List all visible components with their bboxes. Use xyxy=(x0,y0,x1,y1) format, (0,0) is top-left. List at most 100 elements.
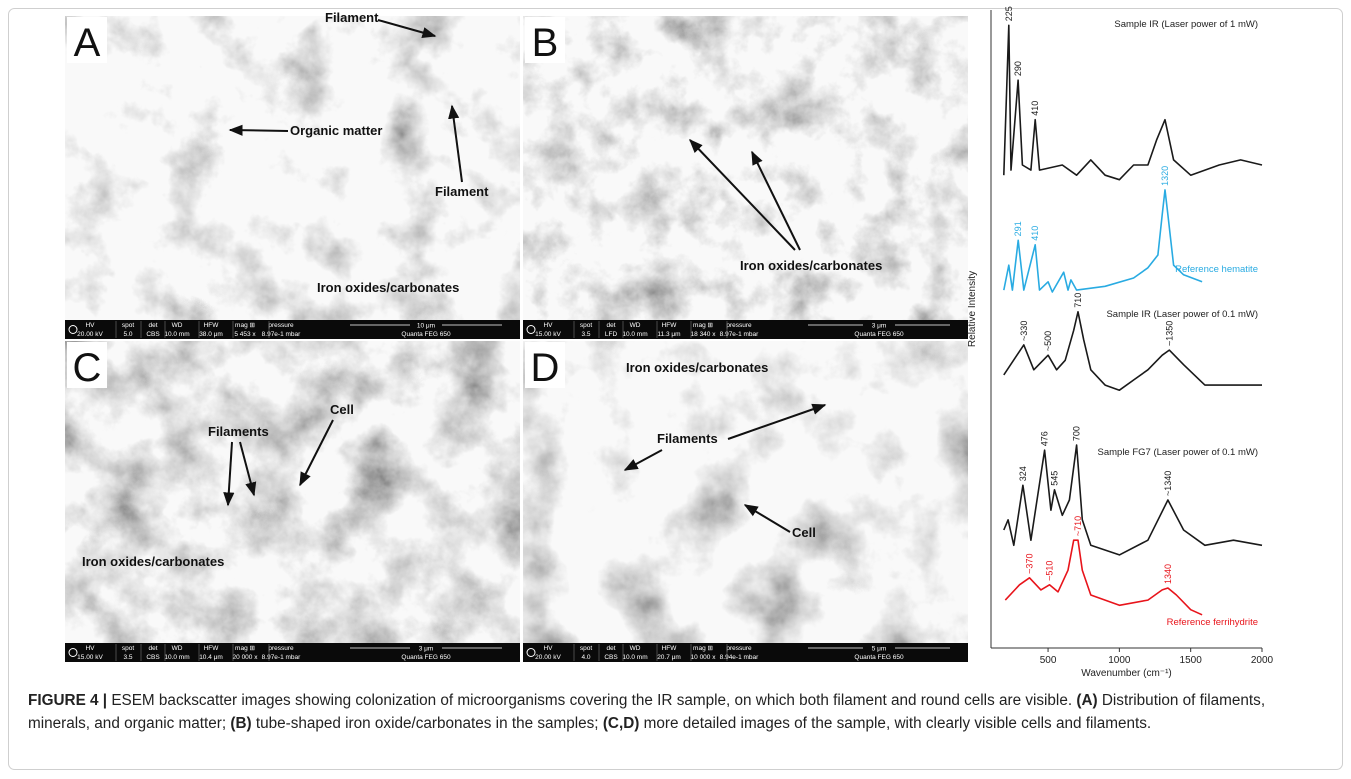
series-label: Reference hematite xyxy=(1175,264,1258,275)
scale-label: 3 μm xyxy=(872,323,887,330)
series-label: Sample IR (Laser power of 1 mW) xyxy=(1114,19,1258,30)
series-label: Reference ferrihydrite xyxy=(1167,617,1258,628)
info-value: 15.00 kV xyxy=(535,331,561,338)
info-value: 10.0 mm xyxy=(622,654,647,661)
info-value: 20.00 kV xyxy=(535,654,561,661)
info-value: 10.4 μm xyxy=(199,654,223,661)
info-value: CBS xyxy=(604,654,618,661)
caption-text: (C,D) xyxy=(603,715,640,732)
caption: FIGURE 4 | ESEM backscatter images showi… xyxy=(28,689,1328,735)
annotation: Iron oxides/carbonates xyxy=(317,280,459,295)
info-header: pressure xyxy=(268,322,294,329)
panel-letter: B xyxy=(532,21,559,65)
info-header: HFW xyxy=(662,645,678,652)
instrument: Quanta FEG 650 xyxy=(854,654,904,661)
info-value: CBS xyxy=(146,331,160,338)
annotation: Filament xyxy=(325,10,379,25)
info-header: HV xyxy=(85,645,95,652)
peak-label: ~510 xyxy=(1044,561,1054,581)
info-value: 3.5 xyxy=(581,331,590,338)
info-value: 18 340 x xyxy=(691,331,717,338)
info-value: 20 000 x xyxy=(233,654,259,661)
info-header: mag ⊞ xyxy=(693,645,713,652)
info-value: 4.0 xyxy=(581,654,590,661)
info-header: det xyxy=(606,322,615,329)
peak-label: 291 xyxy=(1013,221,1023,236)
peak-label: 1340 xyxy=(1163,564,1173,584)
page: AFilamentOrganic matterFilamentIron oxid… xyxy=(0,0,1351,779)
info-value: 3.5 xyxy=(123,654,132,661)
peak-label: 225 xyxy=(1004,6,1014,21)
sem-image xyxy=(65,341,520,643)
caption-text: ESEM backscatter images showing coloniza… xyxy=(107,692,1076,709)
annotation: Filaments xyxy=(208,424,269,439)
info-header: WD xyxy=(630,322,641,329)
x-tick-label: 1000 xyxy=(1108,655,1131,666)
annotation: Cell xyxy=(792,525,816,540)
info-header: pressure xyxy=(726,322,752,329)
info-header: det xyxy=(148,645,157,652)
y-axis-label: Relative Intensity xyxy=(967,271,978,347)
info-header: pressure xyxy=(726,645,752,652)
info-value: 5.0 xyxy=(123,331,132,338)
info-value: 20.7 μm xyxy=(657,654,681,661)
caption-text: (A) xyxy=(1076,692,1097,709)
info-value: 8.97e-1 mbar xyxy=(720,331,759,338)
peak-label: ~500 xyxy=(1043,331,1053,351)
info-header: HV xyxy=(543,322,553,329)
annotation-arrow xyxy=(230,130,288,131)
peak-label: ~370 xyxy=(1025,554,1035,574)
info-header: WD xyxy=(630,645,641,652)
caption-text: more detailed images of the sample, with… xyxy=(639,715,1151,732)
info-value: 5 453 x xyxy=(234,331,256,338)
annotation: Filament xyxy=(435,184,489,199)
info-header: pressure xyxy=(268,645,294,652)
info-header: spot xyxy=(580,645,592,652)
info-value: 20.00 kV xyxy=(77,331,103,338)
info-header: mag ⊞ xyxy=(693,322,713,329)
info-header: HFW xyxy=(204,645,220,652)
panel-letter: C xyxy=(73,346,102,390)
peak-label: ~1350 xyxy=(1164,321,1174,346)
info-value: 10.0 mm xyxy=(164,654,189,661)
caption-label: FIGURE 4 | xyxy=(28,692,107,709)
caption-text: (B) xyxy=(230,715,251,732)
annotation: Iron oxides/carbonates xyxy=(82,554,224,569)
info-value: 38.0 μm xyxy=(199,331,223,338)
info-header: det xyxy=(148,322,157,329)
scale-label: 5 μm xyxy=(872,646,887,653)
annotation: Iron oxides/carbonates xyxy=(740,258,882,273)
annotation: Organic matter xyxy=(290,123,382,138)
spectrum-line xyxy=(1004,445,1262,555)
info-header: WD xyxy=(172,322,183,329)
info-header: spot xyxy=(122,322,134,329)
peak-label: ~1340 xyxy=(1163,471,1173,496)
info-header: spot xyxy=(580,322,592,329)
series-label: Sample FG7 (Laser power of 0.1 mW) xyxy=(1098,447,1259,458)
info-value: LFD xyxy=(605,331,618,338)
peak-label: ~330 xyxy=(1019,321,1029,341)
peak-label: 700 xyxy=(1072,426,1082,441)
info-value: 8.94e-1 mbar xyxy=(720,654,759,661)
annotation: Filaments xyxy=(657,431,718,446)
info-value: 8.97e-1 mbar xyxy=(262,654,301,661)
annotation: Cell xyxy=(330,402,354,417)
peak-label: 476 xyxy=(1040,431,1050,446)
peak-label: 710 xyxy=(1073,293,1083,308)
spectrum-line xyxy=(1004,25,1262,179)
peak-label: 290 xyxy=(1013,61,1023,76)
caption-text: tube-shaped iron oxide/carbonates in the… xyxy=(252,715,603,732)
instrument: Quanta FEG 650 xyxy=(854,331,904,338)
peak-label: 410 xyxy=(1030,101,1040,116)
scale-label: 3 μm xyxy=(419,646,434,653)
x-tick-label: 2000 xyxy=(1251,655,1274,666)
info-value: 10.0 mm xyxy=(622,331,647,338)
info-header: mag ⊞ xyxy=(235,322,255,329)
info-header: mag ⊞ xyxy=(235,645,255,652)
info-value: 10 000 x xyxy=(691,654,717,661)
instrument: Quanta FEG 650 xyxy=(401,654,451,661)
info-value: 8.97e-1 mbar xyxy=(262,331,301,338)
instrument: Quanta FEG 650 xyxy=(401,331,451,338)
info-value: 11.3 μm xyxy=(657,331,680,338)
